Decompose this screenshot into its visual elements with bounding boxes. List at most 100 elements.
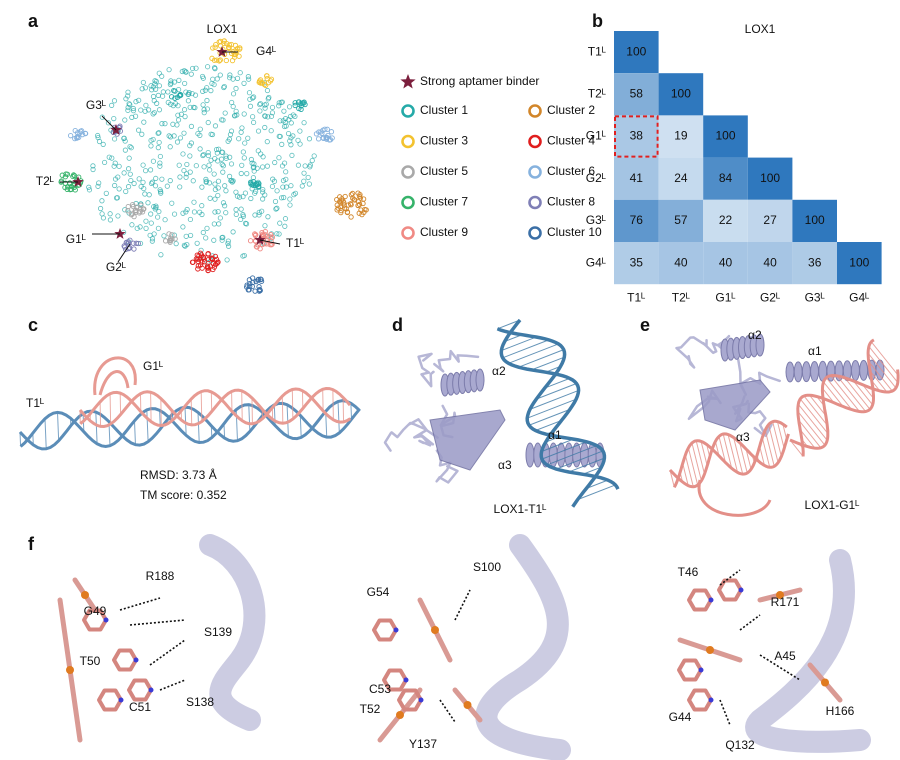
point	[131, 246, 137, 252]
protein-helix	[525, 442, 535, 468]
base-pair	[518, 349, 564, 368]
point	[276, 231, 282, 237]
point	[130, 108, 137, 114]
point	[158, 190, 164, 196]
point	[225, 238, 231, 244]
point	[180, 210, 186, 216]
point	[217, 57, 223, 63]
point	[187, 143, 193, 149]
point	[211, 65, 218, 71]
point	[178, 111, 185, 117]
point	[348, 214, 354, 220]
protein-helix	[475, 368, 485, 392]
metric: TM score: 0.352	[140, 488, 227, 502]
point	[282, 119, 288, 126]
panel-title: LOX1	[207, 22, 238, 36]
legend-swatch	[528, 195, 542, 210]
point	[347, 201, 354, 207]
point	[247, 103, 254, 109]
point	[177, 91, 184, 98]
point	[279, 99, 285, 105]
point	[218, 156, 225, 162]
backbone	[79, 387, 352, 428]
cell-value: 100	[849, 255, 869, 269]
point	[121, 170, 127, 176]
point	[122, 244, 128, 250]
point	[212, 123, 219, 129]
cell-value: 58	[630, 86, 644, 100]
point	[248, 195, 254, 202]
backbone	[19, 399, 361, 449]
point	[138, 107, 144, 113]
point	[152, 183, 159, 189]
point	[290, 112, 296, 118]
point	[276, 155, 282, 161]
point	[301, 178, 307, 184]
protein-helix	[755, 333, 765, 357]
point	[171, 87, 177, 94]
base-pair	[803, 395, 828, 426]
point	[188, 232, 194, 239]
point	[214, 76, 220, 82]
binder-label: G3ᴸ	[86, 98, 106, 112]
point	[234, 75, 241, 81]
point	[111, 163, 117, 169]
point	[268, 231, 275, 237]
base-pair	[19, 431, 22, 447]
point	[241, 111, 247, 117]
point	[212, 253, 218, 260]
atom	[708, 697, 714, 703]
legend-label: Cluster 6	[547, 164, 595, 178]
point	[201, 110, 207, 116]
point	[292, 100, 298, 106]
point	[112, 182, 118, 189]
base-pair	[146, 409, 149, 442]
point	[262, 223, 268, 229]
point	[162, 217, 168, 223]
cell-value: 100	[715, 129, 735, 143]
base-pair	[868, 346, 899, 383]
point	[125, 89, 131, 95]
point	[90, 163, 96, 169]
point	[200, 152, 207, 158]
legend-swatch	[528, 226, 542, 240]
backbone	[796, 338, 875, 457]
heatmap-cell	[614, 199, 659, 242]
residue-label: R171	[771, 595, 800, 609]
point	[206, 162, 212, 168]
col-label: T2ᴸ	[672, 290, 690, 304]
residue-label: S100	[473, 560, 501, 574]
point	[287, 196, 293, 202]
binder-label: T1ᴸ	[286, 236, 304, 250]
protein-loop	[407, 418, 435, 447]
point	[166, 67, 172, 73]
point	[127, 171, 133, 177]
base-pair	[727, 434, 739, 473]
residue-label: R188	[146, 569, 175, 583]
point	[125, 184, 132, 190]
point	[269, 110, 276, 116]
point	[208, 88, 214, 94]
legend-label: Cluster 3	[420, 134, 468, 148]
atom	[103, 617, 109, 623]
point	[137, 224, 143, 230]
point	[204, 85, 210, 91]
residue-label: H166	[826, 704, 855, 718]
point	[252, 288, 258, 294]
point	[207, 167, 213, 173]
point	[279, 141, 285, 147]
point	[209, 256, 215, 262]
protein-loop	[383, 421, 439, 452]
legend-label: Cluster 10	[547, 225, 602, 239]
point	[215, 178, 222, 184]
base-pair	[529, 390, 579, 410]
base-pair	[776, 421, 785, 449]
point	[257, 108, 263, 114]
cell-value: 100	[805, 213, 825, 227]
base-pair	[869, 370, 888, 393]
point	[212, 155, 218, 162]
point	[289, 152, 295, 159]
backbone	[697, 479, 772, 517]
point	[148, 83, 154, 89]
col-label: G2ᴸ	[760, 290, 780, 304]
